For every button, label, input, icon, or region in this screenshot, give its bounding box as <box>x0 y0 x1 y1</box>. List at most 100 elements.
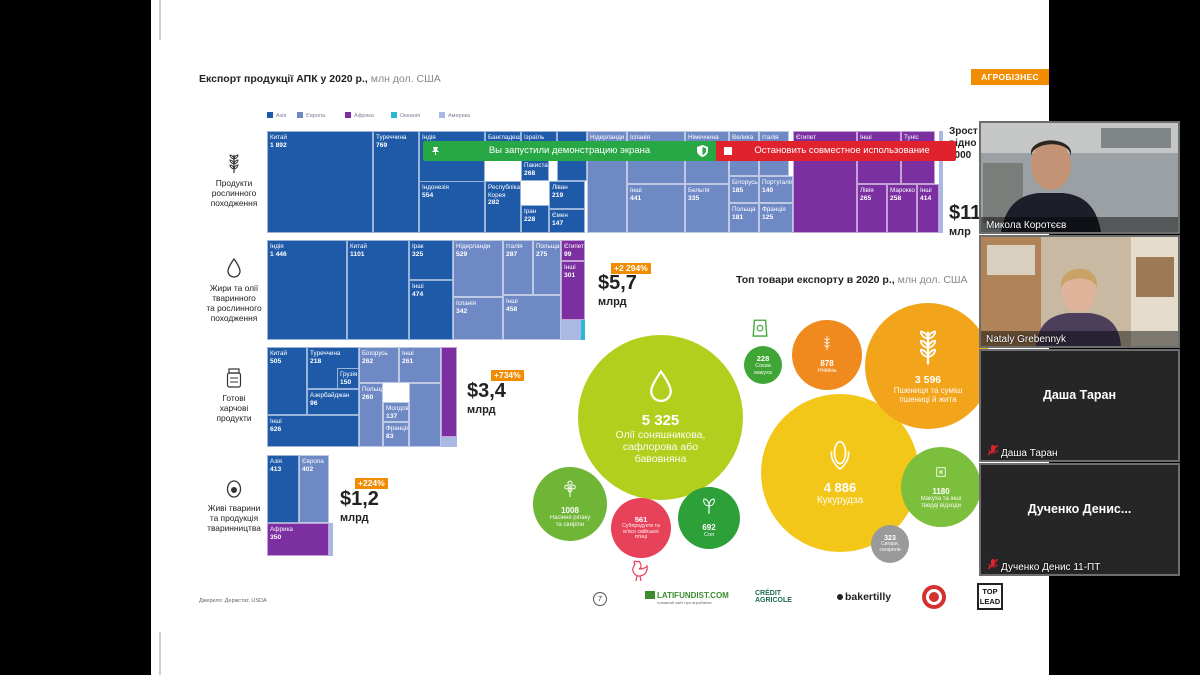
bubble-value: 5 325 <box>641 411 680 429</box>
row4-total: $1,2 млрд <box>340 488 379 524</box>
category-label: Продукти рослинного походження <box>189 153 279 208</box>
bubble-label: Субпродукти та м'ясо свійської птиці <box>622 522 660 541</box>
treemap-country: Італія <box>506 243 523 250</box>
treemap-value: 83 <box>386 432 394 440</box>
treemap-cell: Лівія 265 <box>857 184 887 233</box>
treemap-cell <box>329 523 333 556</box>
treemap-value: 402 <box>302 465 314 473</box>
treemap-cell: Пакистан 268 <box>521 159 549 181</box>
treemap-country: Польща <box>362 386 383 393</box>
treemap-value: 261 <box>402 357 414 365</box>
treemap-country: Нідерланди <box>456 243 491 250</box>
treemap-country: Іспанія <box>456 300 477 307</box>
treemap-cell: Єгипет 99 <box>561 240 585 261</box>
treemap-value: 1101 <box>350 250 365 258</box>
treemap-cell: Іран 228 <box>521 205 549 233</box>
treemap-country: Азія <box>270 458 282 465</box>
treemap-country: Туреччина <box>310 350 341 357</box>
treemap-cell <box>939 131 943 233</box>
slide-border-bottom-left <box>159 632 161 675</box>
wheat-icon <box>915 328 941 369</box>
bubble-label: Насіння ріпаку та свиріпи <box>549 515 591 529</box>
treemap-country: Португалія <box>762 179 793 186</box>
participant-tile-1[interactable]: Микола Коротєєв <box>979 121 1180 234</box>
treemap-country: Китай <box>270 134 288 141</box>
treemap-value: 99 <box>564 250 572 258</box>
treemap-country: Інші <box>860 134 872 141</box>
treemap-cell: Інші 458 <box>503 295 561 340</box>
treemap-cell: Польща 275 <box>533 240 561 295</box>
treemap-value: 325 <box>412 250 424 258</box>
treemap-country: Італія <box>762 134 779 141</box>
treemap-value: 147 <box>552 219 564 227</box>
legend-swatch <box>391 112 397 118</box>
treemap-country: Африка <box>270 526 293 533</box>
treemap-value: 219 <box>552 191 564 199</box>
treemap-country: Індонезія <box>422 184 449 191</box>
treemap-cell: Марокко 258 <box>887 184 917 233</box>
treemap-country: Китай <box>270 350 288 357</box>
treemap-cell: Інші 441 <box>627 184 685 233</box>
category-label: Жири та олії тваринного та рослинного по… <box>189 257 279 323</box>
chicken-icon <box>629 560 649 587</box>
treemap-country: Індія <box>422 134 436 141</box>
treemap-cell: Польща 181 <box>729 203 759 233</box>
row1-total: $11, млр <box>949 202 987 238</box>
row3-growth: +734% <box>491 370 524 381</box>
treemap-country: Німеччина <box>688 134 719 141</box>
treemap-country: Франція <box>386 425 409 432</box>
treemap-country: Ємен <box>552 212 568 219</box>
treemap-value: 150 <box>340 378 352 386</box>
treemap-country: Нідерланди <box>590 134 625 141</box>
legend-item: Океанія <box>391 112 420 119</box>
treemap-cell: Туреччина 769 <box>373 131 419 233</box>
treemap-country: Інші <box>402 350 414 357</box>
treemap-cell: Інші 626 <box>267 415 359 447</box>
treemap-country: Бангладеш <box>488 134 521 141</box>
treemap-cell: Білорусь 185 <box>729 176 759 203</box>
legend-swatch <box>345 112 351 118</box>
name-bar <box>981 217 1178 232</box>
treemap-value: 1 892 <box>270 141 287 149</box>
legend-item: Америка <box>439 112 470 119</box>
treemap-cell: Франція 125 <box>759 203 793 233</box>
treemap-country: Марокко <box>890 187 915 194</box>
treemap-cell: Інші 414 <box>917 184 939 233</box>
participant-display-name: Дученко Денис... <box>1027 501 1132 516</box>
participant-tile-3[interactable]: Даша Таран Даша Таран <box>979 349 1180 462</box>
treemap-country: Китай <box>350 243 368 250</box>
treemap-cell: Ірак 325 <box>409 240 453 280</box>
sprout-icon <box>702 497 716 519</box>
treemap-cell: Бельгія 335 <box>685 184 729 233</box>
legend-label: Америка <box>448 113 471 119</box>
treemap-value: 505 <box>270 357 282 365</box>
bubble-value: 692 <box>702 523 716 533</box>
page-number: 7 <box>593 592 607 606</box>
treemap-cell <box>441 437 457 447</box>
legend-label: Океанія <box>400 113 421 119</box>
wheat-icon <box>226 153 242 175</box>
barley-icon <box>821 335 833 356</box>
treemap-cell: Білорусь 262 <box>359 347 399 383</box>
treemap-cell: Республіка Корея 282 <box>485 181 521 233</box>
participant-tile-2[interactable]: Nataly Grebennyk <box>979 235 1180 348</box>
treemap-value: 441 <box>630 194 642 202</box>
treemap-value: 260 <box>362 393 374 401</box>
treemap-value: 262 <box>362 357 374 365</box>
treemap-country: Індія <box>270 243 284 250</box>
treemap-country: Білорусь <box>362 350 388 357</box>
legend-swatch <box>267 112 273 118</box>
treemap-cell: Нідерланди 529 <box>453 240 503 297</box>
category-label: Готові харчові продукти <box>189 368 279 423</box>
cake-icon <box>935 465 947 483</box>
bubble-sprout: 692 Соя <box>678 487 740 549</box>
participant-tile-4[interactable]: Дученко Денис... Дученко Денис 11-ПТ <box>979 463 1180 576</box>
treemap-country: Польща <box>732 206 756 213</box>
treemap-value: 554 <box>422 191 434 199</box>
row2-total: $5,7 млрд <box>598 272 637 308</box>
egg-icon <box>226 478 242 500</box>
participant-name: Дученко Денис 11-ПТ <box>1001 562 1101 573</box>
feed-bag-icon <box>752 318 768 342</box>
stop-share-button[interactable]: Остановить совместное использование <box>716 141 956 161</box>
